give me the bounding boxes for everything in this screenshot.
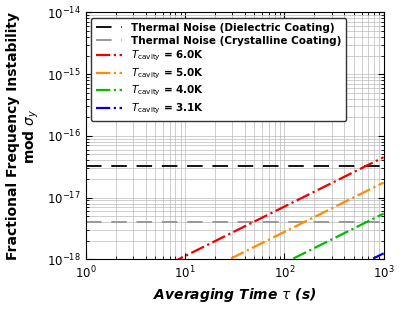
$T_{\mathrm{cavity}}$ = 4.0K [381, 212, 386, 215]
Line: $T_{\mathrm{cavity}}$ = 6.0K: $T_{\mathrm{cavity}}$ = 6.0K [86, 157, 384, 305]
Legend: Thermal Noise (Dielectric Coating), Thermal Noise (Crystalline Coating), $T_{\ma: Thermal Noise (Dielectric Coating), Ther… [91, 18, 346, 121]
$T_{\mathrm{cavity}}$ = 5.0K [220, 261, 225, 264]
$T_{\mathrm{cavity}}$ = 4.0K [220, 292, 225, 295]
$T_{\mathrm{cavity}}$ = 6.0K [84, 303, 88, 307]
$T_{\mathrm{cavity}}$ = 6.0K [318, 187, 323, 191]
$T_{\mathrm{cavity}}$ = 5.0K [318, 212, 323, 216]
$T_{\mathrm{cavity}}$ = 6.0K [373, 160, 378, 163]
$T_{\mathrm{cavity}}$ = 4.0K [373, 216, 378, 220]
$T_{\mathrm{cavity}}$ = 6.0K [372, 160, 377, 163]
$T_{\mathrm{cavity}}$ = 6.0K [220, 235, 225, 239]
X-axis label: Averaging Time $\tau$ (s): Averaging Time $\tau$ (s) [153, 286, 316, 304]
Thermal Noise (Dielectric Coating) [84, 165, 88, 168]
$T_{\mathrm{cavity}}$ = 3.1K [381, 251, 386, 255]
$T_{\mathrm{cavity}}$ = 5.0K [373, 185, 378, 189]
$T_{\mathrm{cavity}}$ = 4.0K [318, 243, 323, 247]
$T_{\mathrm{cavity}}$ = 3.1K [372, 256, 377, 259]
$T_{\mathrm{cavity}}$ = 4.0K [372, 216, 377, 220]
Line: $T_{\mathrm{cavity}}$ = 3.1K: $T_{\mathrm{cavity}}$ = 3.1K [86, 253, 384, 310]
$T_{\mathrm{cavity}}$ = 5.0K [381, 181, 386, 184]
$T_{\mathrm{cavity}}$ = 5.0K [372, 185, 377, 189]
$T_{\mathrm{cavity}}$ = 3.1K [373, 256, 378, 259]
Line: $T_{\mathrm{cavity}}$ = 5.0K: $T_{\mathrm{cavity}}$ = 5.0K [86, 183, 384, 310]
$T_{\mathrm{cavity}}$ = 5.0K [228, 257, 233, 260]
Line: $T_{\mathrm{cavity}}$ = 4.0K: $T_{\mathrm{cavity}}$ = 4.0K [86, 214, 384, 310]
$T_{\mathrm{cavity}}$ = 6.0K [228, 232, 233, 235]
Y-axis label: Fractional Frequency Instability
mod $\sigma_y$: Fractional Frequency Instability mod $\s… [6, 12, 42, 260]
Thermal Noise (Crystalline Coating) [84, 220, 88, 224]
$T_{\mathrm{cavity}}$ = 3.1K [318, 283, 323, 287]
$T_{\mathrm{cavity}}$ = 6.0K [381, 155, 386, 159]
$T_{\mathrm{cavity}}$ = 6.0K [99, 296, 104, 300]
$T_{\mathrm{cavity}}$ = 4.0K [228, 288, 233, 292]
